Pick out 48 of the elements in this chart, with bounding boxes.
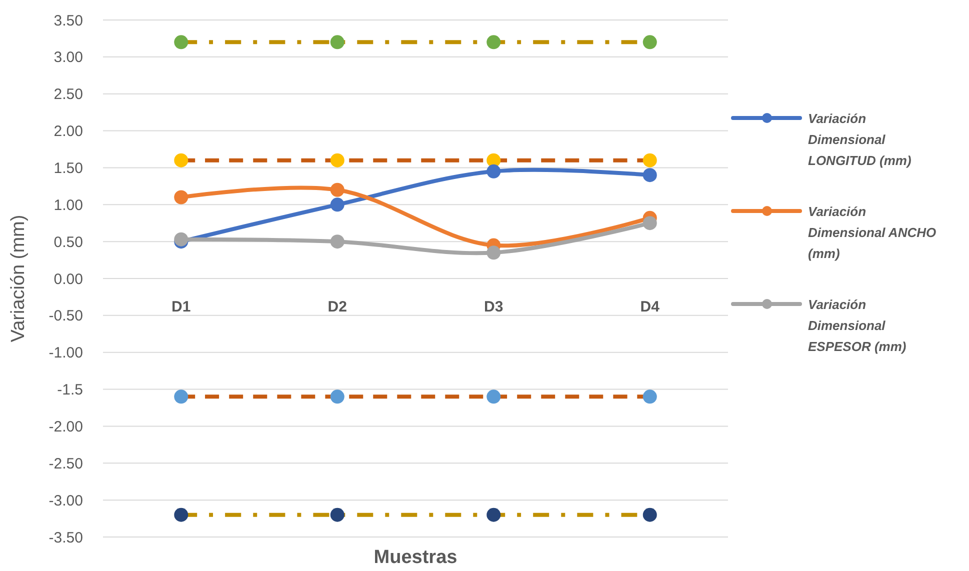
point	[642, 216, 657, 230]
y-tick-label: 0.50	[54, 234, 83, 251]
x-tick-label: D3	[484, 298, 504, 316]
y-tick-label: 2.50	[54, 86, 83, 104]
y-tick-label: -2.50	[48, 455, 83, 472]
x-tick-label: D1	[172, 298, 191, 316]
point	[330, 390, 344, 404]
point	[174, 390, 188, 404]
point	[174, 232, 188, 246]
y-tick-label: 3.00	[54, 49, 83, 66]
y-tick-label: -3.00	[48, 492, 83, 510]
point	[174, 153, 188, 168]
y-tick-label: -1.00	[48, 344, 83, 362]
y-tick-label: 0.00	[54, 270, 83, 288]
y-tick-label: 3.50	[54, 12, 83, 30]
point	[486, 246, 501, 260]
y-tick-label: 1.50	[54, 160, 83, 177]
y-tick-label: 2.00	[54, 123, 83, 140]
point	[330, 182, 344, 197]
point	[642, 153, 657, 168]
point	[486, 508, 501, 522]
point	[330, 35, 344, 50]
point	[174, 508, 188, 522]
point	[642, 35, 657, 50]
y-tick-label: -1.5	[57, 382, 83, 399]
y-axis-title: Variación (mm)	[8, 214, 29, 342]
text: Variación Dimensional ANCHO (mm)	[808, 204, 936, 261]
point	[486, 35, 501, 50]
point	[330, 508, 344, 522]
point	[642, 508, 657, 522]
point	[174, 35, 188, 50]
point	[330, 234, 344, 249]
point	[486, 390, 501, 404]
x-axis-title: Muestras	[374, 547, 458, 568]
text: Variación Dimensional LONGITUD (mm)	[808, 111, 912, 168]
point	[642, 168, 657, 182]
point	[330, 153, 344, 168]
point	[330, 198, 344, 212]
y-tick-label: -0.50	[48, 308, 83, 325]
text: Variación Dimensional ESPESOR (mm)	[808, 297, 906, 354]
x-tick-label: D4	[640, 298, 660, 316]
y-tick-label: 1.00	[54, 196, 83, 214]
point	[642, 390, 657, 404]
y-tick-label: -3.50	[48, 529, 83, 546]
point	[174, 190, 188, 204]
point	[486, 164, 501, 178]
x-tick-label: D2	[328, 298, 347, 316]
y-tick-label: -2.00	[48, 418, 83, 436]
